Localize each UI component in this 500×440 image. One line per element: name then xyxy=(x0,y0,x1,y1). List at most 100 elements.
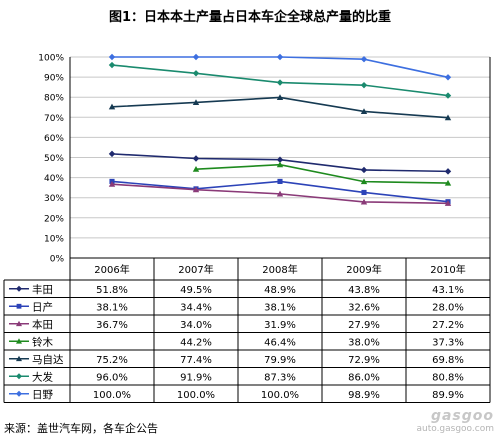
data-value-cell: 51.8% xyxy=(96,285,128,296)
data-point xyxy=(360,166,368,174)
data-point xyxy=(444,200,452,206)
data-value-cell: 100.0% xyxy=(261,390,299,401)
data-point xyxy=(444,74,452,81)
data-value-cell: 89.9% xyxy=(432,390,464,401)
data-point xyxy=(276,94,284,100)
data-point xyxy=(192,165,200,172)
data-point xyxy=(192,99,200,105)
x-tick-label: 2010年 xyxy=(430,263,465,276)
data-value-cell: 72.9% xyxy=(348,355,380,366)
watermark: gasgoo auto.gasgoo.com xyxy=(416,408,494,434)
legend-label: 马自达 xyxy=(32,353,64,366)
data-point xyxy=(444,92,452,99)
data-value-cell: 31.9% xyxy=(264,320,296,331)
data-value-cell: 27.9% xyxy=(348,320,380,331)
y-tick-label: 10% xyxy=(44,234,64,244)
data-point xyxy=(444,179,452,186)
data-value-cell: 37.3% xyxy=(432,337,464,348)
data-value-cell: 32.6% xyxy=(348,302,380,313)
data-value-cell: 43.8% xyxy=(348,285,380,296)
data-value-cell: 27.2% xyxy=(432,320,464,331)
data-point xyxy=(16,285,22,292)
data-point xyxy=(108,61,116,69)
data-value-cell: 36.7% xyxy=(96,320,128,331)
x-tick-label: 2009年 xyxy=(346,263,381,276)
y-tick-label: 100% xyxy=(38,54,64,64)
chart-title: 图1：日本本土产量占日本车企全球总产量的比重 xyxy=(108,10,392,25)
data-value-cell: 38.1% xyxy=(96,302,128,313)
data-value-cell: 77.4% xyxy=(180,355,212,366)
data-value-cell: 46.4% xyxy=(264,337,296,348)
data-value-cell: 44.2% xyxy=(180,337,212,348)
data-value-cell: 100.0% xyxy=(93,390,131,401)
data-point xyxy=(360,178,368,185)
data-point xyxy=(192,155,200,162)
data-value-cell: 79.9% xyxy=(264,355,296,366)
data-point xyxy=(108,181,116,187)
data-value-cell: 49.5% xyxy=(180,285,212,296)
data-value-cell: 100.0% xyxy=(177,390,215,401)
x-tick-label: 2008年 xyxy=(262,263,297,276)
data-value-cell: 38.1% xyxy=(264,302,296,313)
data-point xyxy=(360,108,368,115)
y-tick-label: 80% xyxy=(44,94,64,104)
data-point xyxy=(16,373,22,380)
data-value-cell: 69.8% xyxy=(432,355,464,366)
legend-label: 铃木 xyxy=(32,335,53,348)
watermark-logo: gasgoo xyxy=(430,408,494,424)
data-value-cell: 86.0% xyxy=(348,372,380,383)
source-note: 来源：盖世汽车网，各车企公告 xyxy=(4,422,158,435)
y-tick-label: 50% xyxy=(44,154,64,164)
data-point xyxy=(360,56,368,63)
data-value-cell: 75.2% xyxy=(96,355,128,366)
legend-label: 日产 xyxy=(32,300,53,313)
data-point xyxy=(276,79,284,86)
x-tick-label: 2007年 xyxy=(178,263,213,276)
watermark-url: auto.gasgoo.com xyxy=(416,424,494,434)
data-point xyxy=(108,103,116,110)
data-point xyxy=(276,156,284,163)
data-value-cell: 98.9% xyxy=(348,390,380,401)
data-value-cell: 80.8% xyxy=(432,372,464,383)
legend-label: 日野 xyxy=(32,389,53,401)
legend-label: 丰田 xyxy=(32,283,53,296)
x-tick-label: 2006年 xyxy=(94,263,129,276)
legend-label: 大发 xyxy=(32,370,53,383)
y-tick-label: 0% xyxy=(50,255,65,265)
data-point xyxy=(16,355,22,362)
data-point xyxy=(108,150,116,158)
data-point xyxy=(276,53,284,61)
data-value-cell: 96.0% xyxy=(96,372,128,383)
data-point xyxy=(277,178,283,184)
data-value-cell: 28.0% xyxy=(432,302,464,313)
data-point xyxy=(444,114,452,121)
data-point xyxy=(16,338,22,344)
data-point xyxy=(360,198,368,205)
data-value-cell: 34.4% xyxy=(180,302,212,313)
y-tick-label: 90% xyxy=(44,74,64,84)
data-point xyxy=(16,390,22,397)
y-tick-label: 40% xyxy=(44,174,64,184)
data-value-cell: 38.0% xyxy=(348,337,380,348)
data-value-cell: 48.9% xyxy=(264,285,296,296)
y-tick-label: 70% xyxy=(44,114,64,124)
data-point xyxy=(276,190,284,197)
data-point xyxy=(192,186,200,193)
legend-label: 本田 xyxy=(32,318,53,331)
data-value-cell: 91.9% xyxy=(180,372,212,383)
data-value-cell: 43.1% xyxy=(432,285,464,296)
series-line xyxy=(111,96,449,119)
data-point xyxy=(444,168,452,175)
y-tick-label: 20% xyxy=(44,214,64,224)
data-point xyxy=(276,161,284,168)
data-point xyxy=(360,81,368,89)
data-point xyxy=(16,320,22,327)
y-tick-label: 60% xyxy=(44,134,64,144)
data-value-cell: 87.3% xyxy=(264,372,296,383)
data-point xyxy=(16,303,22,309)
series-line xyxy=(195,163,449,184)
data-point xyxy=(108,53,116,61)
data-point xyxy=(361,189,367,196)
y-tick-label: 30% xyxy=(44,194,64,204)
